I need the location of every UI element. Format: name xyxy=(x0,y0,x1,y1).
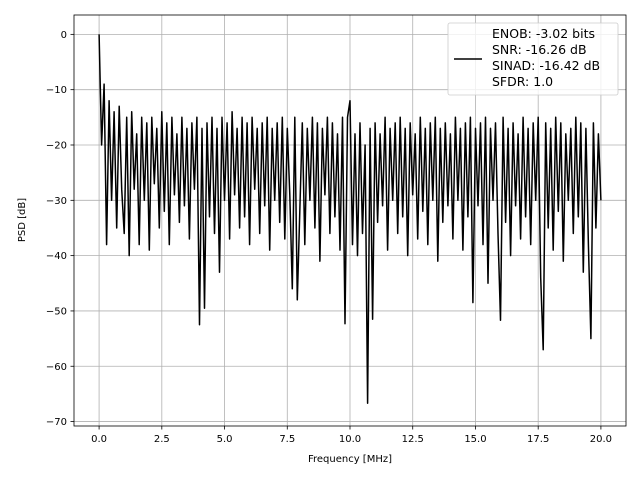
legend-sfdr: SFDR: 1.0 xyxy=(492,74,553,89)
x-tick-label: 7.5 xyxy=(279,434,295,445)
y-tick-label: −70 xyxy=(46,417,67,428)
legend-snr: SNR: -16.26 dB xyxy=(492,42,587,57)
y-axis-label: PSD [dB] xyxy=(17,198,28,242)
legend-enob: ENOB: -3.02 bits xyxy=(492,26,595,41)
x-tick-label: 2.5 xyxy=(154,434,170,445)
legend: ENOB: -3.02 bits SNR: -16.26 dB SINAD: -… xyxy=(447,22,619,96)
legend-sinad: SINAD: -16.42 dB xyxy=(492,58,600,73)
y-tick-label: −30 xyxy=(46,196,67,207)
x-tick-label: 5.0 xyxy=(217,434,233,445)
legend-box xyxy=(447,22,619,96)
y-tick-label: 0 xyxy=(61,30,67,41)
y-tick-label: −10 xyxy=(46,85,67,96)
x-tick-label: 12.5 xyxy=(402,434,424,445)
x-tick-label: 10.0 xyxy=(339,434,361,445)
y-tick-label: −20 xyxy=(46,140,67,151)
x-tick-label: 0.0 xyxy=(91,434,107,445)
y-tick-label: −60 xyxy=(46,362,67,373)
psd-line xyxy=(98,34,602,405)
x-axis: 0.0 2.5 5.0 7.5 10.0 12.5 15.0 17.5 20.0 xyxy=(91,426,612,445)
x-axis-label: Frequency [MHz] xyxy=(308,454,392,465)
x-tick-label: 15.0 xyxy=(464,434,486,445)
y-tick-label: −40 xyxy=(46,251,67,262)
y-tick-label: −50 xyxy=(46,306,67,317)
series-group xyxy=(98,34,602,405)
y-axis: 0 −10 −20 −30 −40 −50 −60 −70 xyxy=(46,30,74,428)
x-tick-label: 17.5 xyxy=(527,434,549,445)
x-tick-label: 20.0 xyxy=(590,434,612,445)
